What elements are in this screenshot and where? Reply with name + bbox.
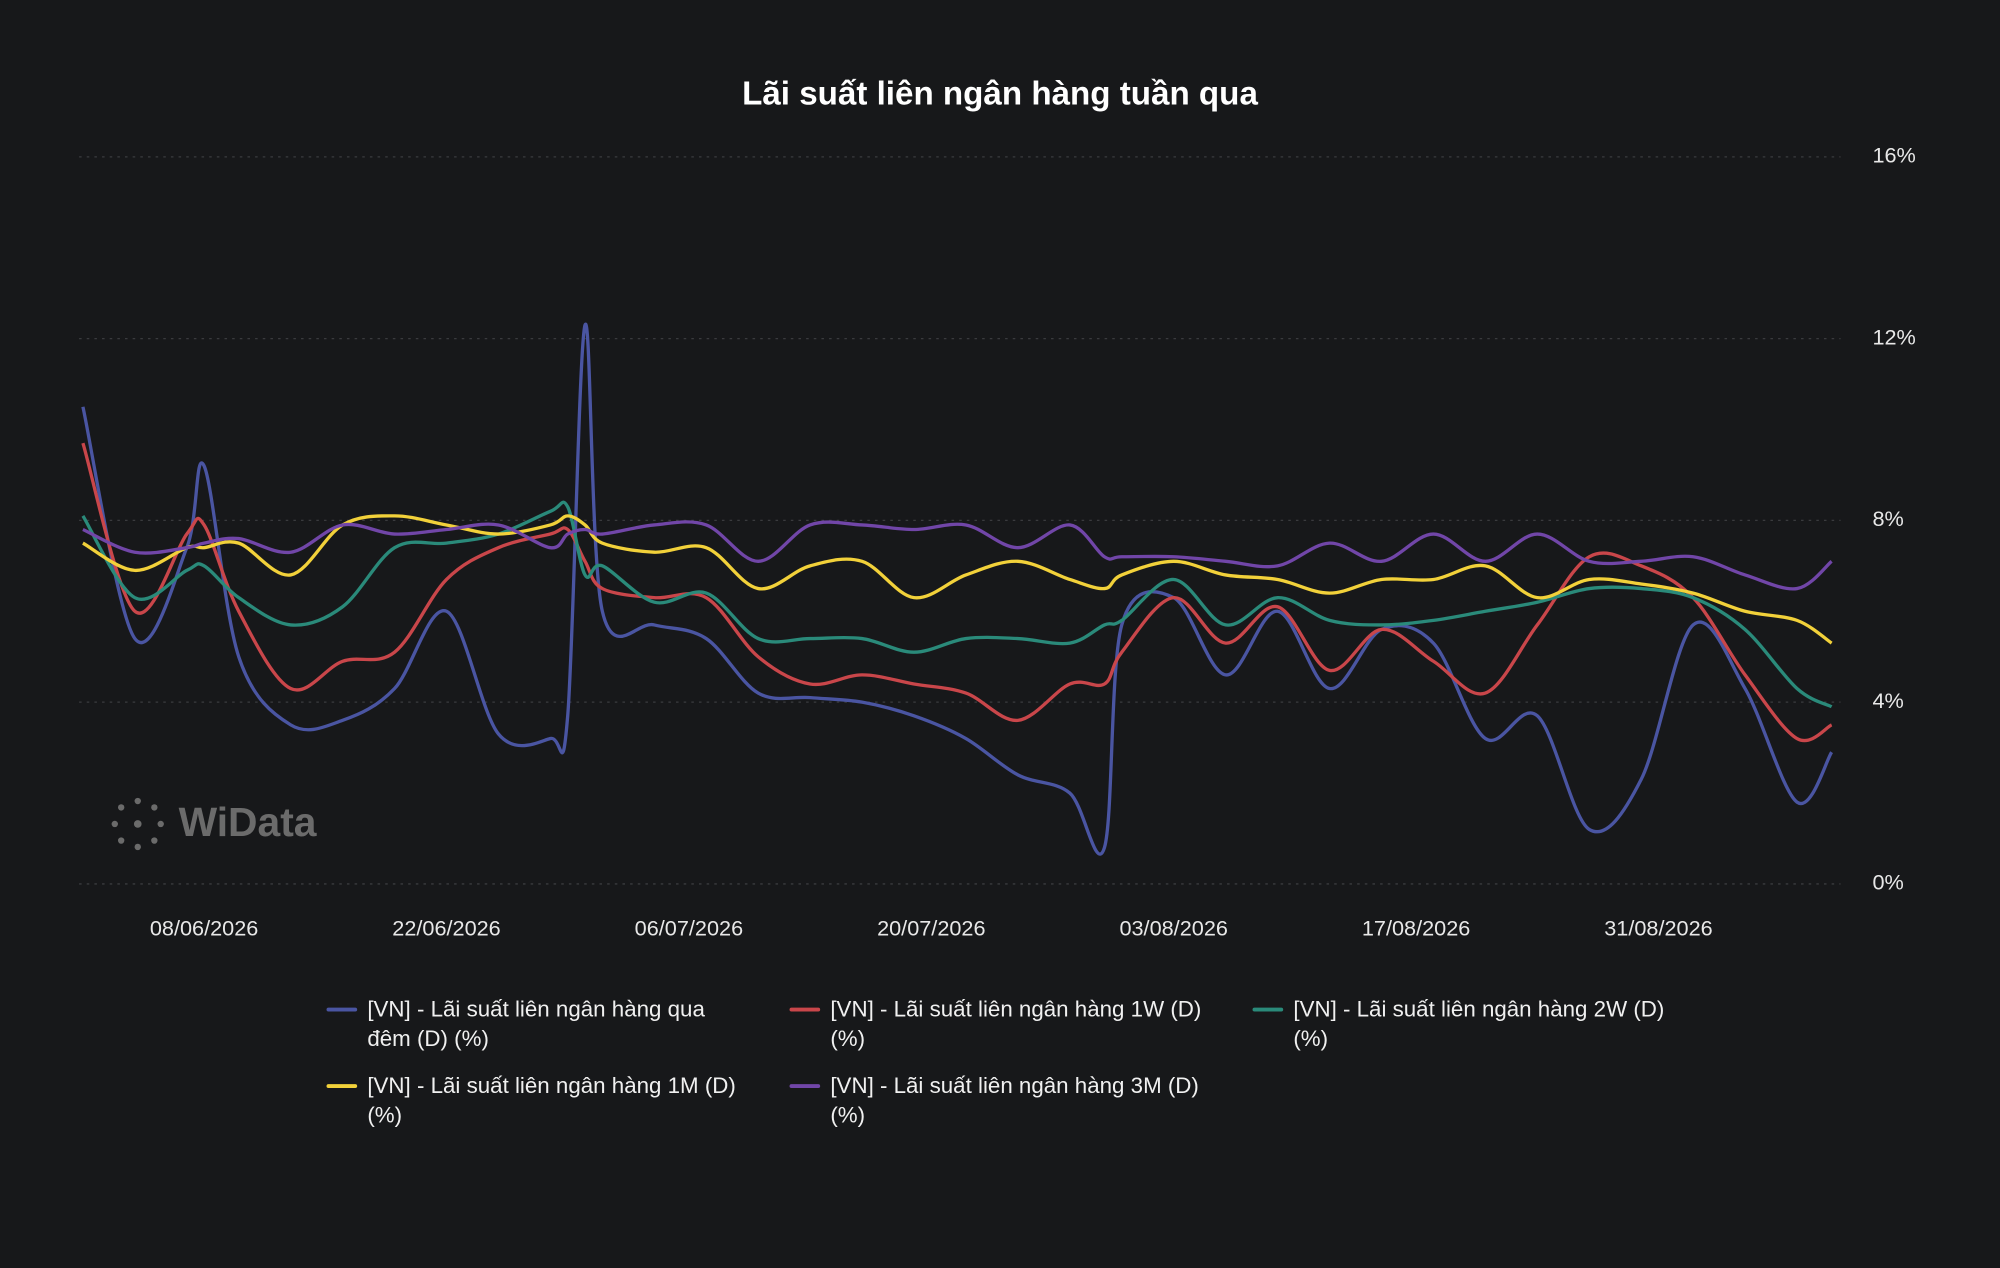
- y-tick-label: 12%: [1872, 324, 1915, 349]
- x-tick-label: 20/07/2026: [877, 916, 985, 941]
- legend-label: [VN] - Lãi suất liên ngân hàng 3M (D) (%…: [830, 1072, 1199, 1128]
- y-tick-label: 16%: [1872, 143, 1915, 168]
- series-line: [81, 500, 1833, 709]
- legend-item: [VN] - Lãi suất liên ngân hàng qua đêm (…: [326, 995, 750, 1054]
- y-tick-label: 8%: [1872, 506, 1903, 531]
- chart-title: Lãi suất liên ngân hàng tuần qua: [742, 75, 1258, 112]
- legend-swatch: [326, 1007, 358, 1012]
- y-tick-label: 0%: [1872, 870, 1903, 895]
- series-line: [81, 442, 1833, 743]
- y-tick-label: 4%: [1872, 688, 1903, 713]
- x-tick-label: 17/08/2026: [1362, 916, 1470, 941]
- x-tick-label: 31/08/2026: [1604, 916, 1712, 941]
- legend-swatch: [326, 1084, 358, 1089]
- legend-item: [VN] - Lãi suất liên ngân hàng 1W (D) (%…: [789, 995, 1213, 1054]
- legend-label: [VN] - Lãi suất liên ngân hàng 1M (D) (%…: [367, 1072, 736, 1128]
- watermark-logo: [111, 797, 164, 851]
- series-line: [81, 322, 1834, 856]
- legend-label: [VN] - Lãi suất liên ngân hàng 2W (D) (%…: [1293, 996, 1665, 1052]
- legend-item: [VN] - Lãi suất liên ngân hàng 1M (D) (%…: [326, 1071, 750, 1130]
- x-tick-label: 06/07/2026: [635, 916, 743, 941]
- legend-swatch: [789, 1084, 821, 1089]
- series-line: [82, 520, 1833, 591]
- legend-label: [VN] - Lãi suất liên ngân hàng qua đêm (…: [367, 996, 705, 1052]
- x-tick-label: 22/06/2026: [392, 916, 500, 941]
- legend-swatch: [1252, 1007, 1284, 1012]
- legend-item: [VN] - Lãi suất liên ngân hàng 2W (D) (%…: [1252, 995, 1676, 1054]
- watermark: WiData: [179, 799, 317, 845]
- series-line: [82, 514, 1833, 645]
- legend-label: [VN] - Lãi suất liên ngân hàng 1W (D) (%…: [830, 996, 1202, 1052]
- legend-item: [VN] - Lãi suất liên ngân hàng 3M (D) (%…: [789, 1071, 1213, 1130]
- x-tick-label: 03/08/2026: [1119, 916, 1227, 941]
- legend-swatch: [789, 1007, 821, 1012]
- x-tick-label: 08/06/2026: [150, 916, 258, 941]
